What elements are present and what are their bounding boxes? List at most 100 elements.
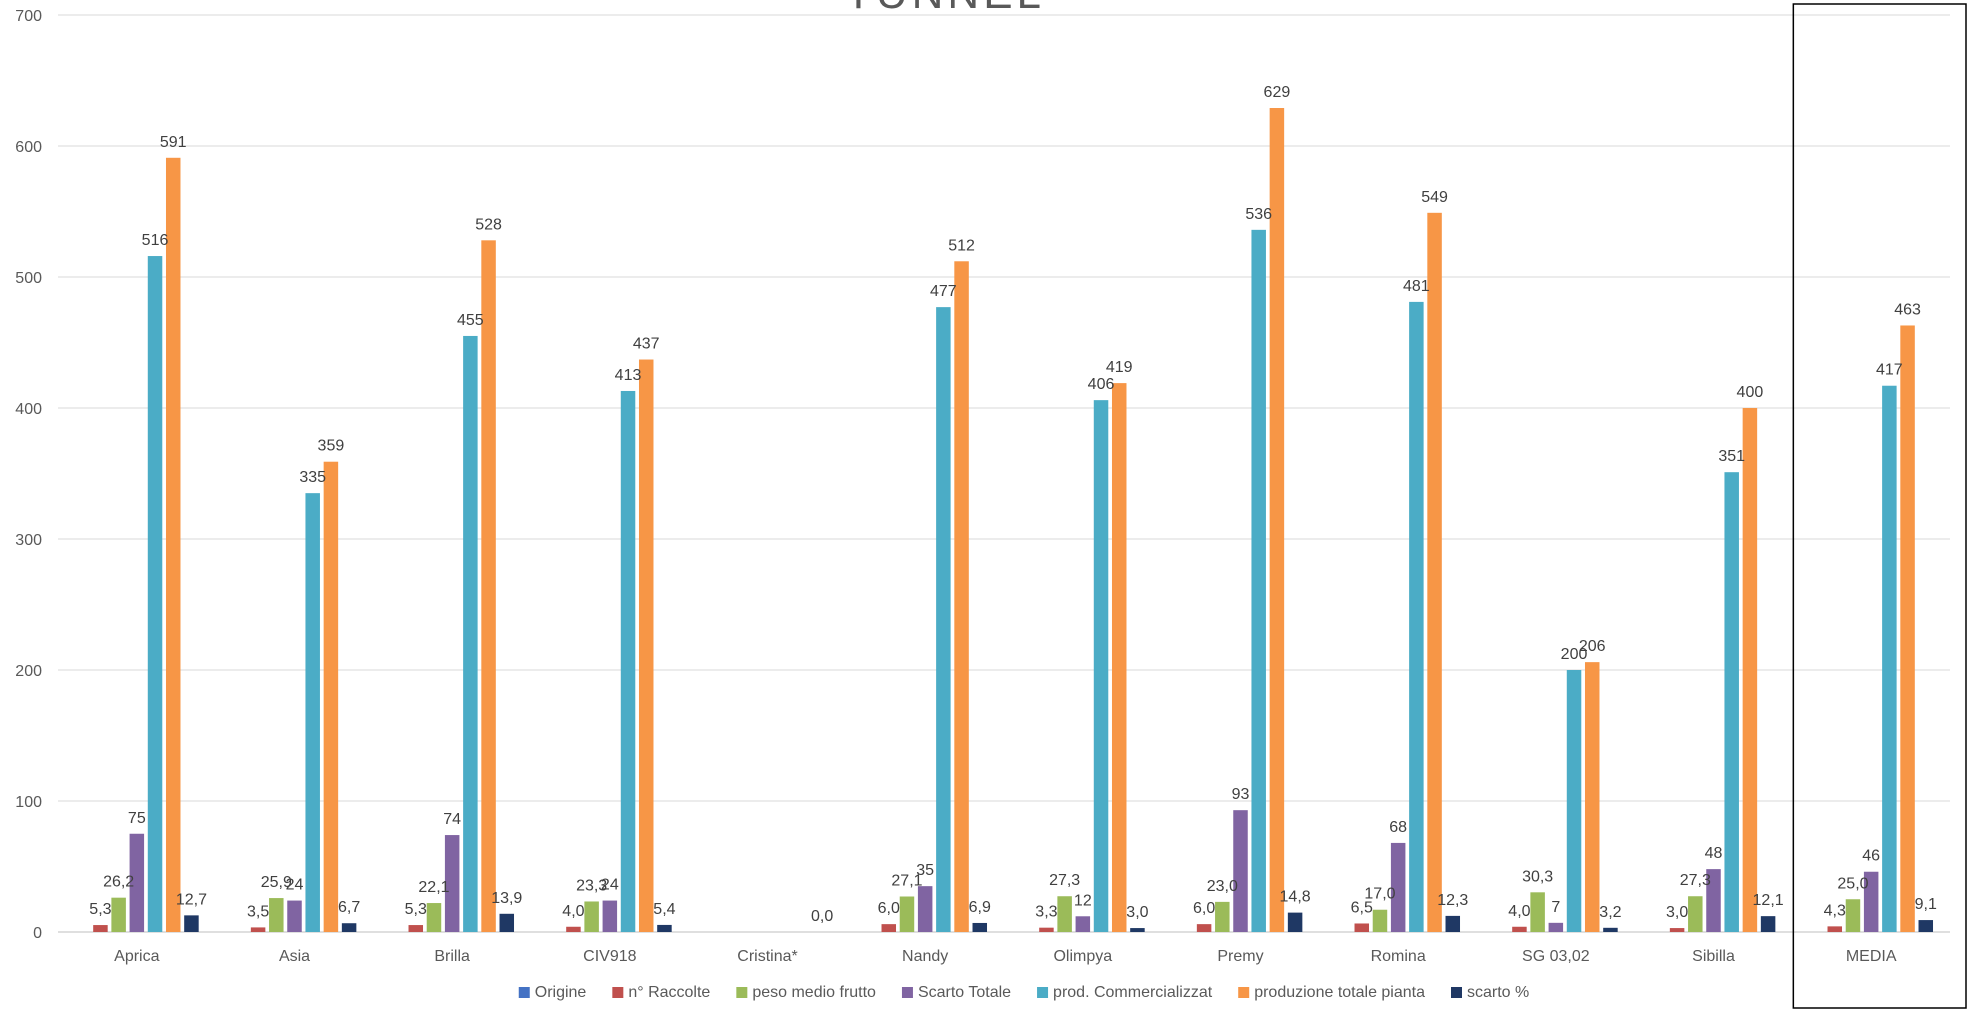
bar-2-2: [426, 903, 442, 932]
y-tick-label: 300: [15, 532, 42, 549]
bar-4-0: [147, 256, 163, 932]
highlight-box-media: [1792, 3, 1967, 1009]
data-label-5-9: 206: [1579, 638, 1606, 655]
legend-label-2: peso medio frutto: [752, 984, 876, 1001]
legend-label-3: Scarto Totale: [918, 984, 1011, 1001]
bar-5-0: [165, 157, 181, 933]
data-label-2-11: 25,0: [1837, 875, 1868, 892]
bar-4-11: [1882, 385, 1897, 933]
data-label-2-3: 23,3: [576, 877, 607, 894]
data-label-6-7: 14,8: [1280, 889, 1311, 906]
data-label-1-2: 5,3: [405, 901, 427, 918]
bar-3-3: [602, 900, 618, 932]
data-label-4-5: 477: [930, 283, 957, 300]
bar-6-7: [1287, 912, 1303, 932]
bar-6-10: [1760, 916, 1776, 932]
data-label-6-4: 0,0: [811, 908, 833, 925]
legend-label-6: scarto %: [1467, 984, 1529, 1001]
legend-label-1: n° Raccolte: [628, 984, 710, 1001]
bar-1-1: [250, 927, 266, 932]
bar-1-10: [1669, 928, 1685, 932]
data-label-6-0: 12,7: [176, 891, 207, 908]
data-label-6-1: 6,7: [338, 899, 360, 916]
bar-5-5: [954, 261, 969, 932]
data-label-5-0: 591: [160, 134, 187, 151]
legend: Origine n° Raccolte peso medio frutto Scart…: [518, 984, 1529, 1001]
bar-6-5: [972, 922, 988, 932]
y-tick-label: 200: [15, 663, 42, 680]
data-label-6-10: 12,1: [1753, 892, 1784, 909]
bar-1-3: [566, 926, 581, 932]
data-label-2-10: 27,3: [1680, 872, 1711, 889]
bar-4-6: [1093, 400, 1109, 932]
data-label-5-8: 549: [1421, 189, 1448, 206]
bar-5-6: [1111, 383, 1127, 932]
data-label-4-6: 406: [1088, 376, 1115, 393]
legend-label-4: prod. Commercializzat: [1053, 984, 1213, 1001]
legend-swatch-1: [612, 987, 624, 998]
data-label-4-8: 481: [1403, 278, 1430, 295]
data-label-1-1: 3,5: [247, 903, 269, 920]
x-tick-label: Sibilla: [1692, 948, 1735, 965]
bar-5-3: [638, 359, 654, 932]
bar-3-8: [1390, 842, 1406, 932]
bar-5-7: [1269, 108, 1285, 932]
bar-2-6: [1057, 896, 1072, 932]
x-tick-label: Brilla: [434, 948, 470, 965]
data-label-1-3: 4,0: [562, 903, 584, 920]
legend-swatch-5: [1238, 987, 1250, 998]
bar-5-1: [323, 461, 339, 932]
bar-3-10: [1706, 869, 1721, 932]
x-axis-ticks: Aprica Asia Brilla CIV918 Cristina* Nandy Olim…: [114, 948, 1897, 965]
data-label-2-5: 27,1: [891, 872, 922, 889]
legend-swatch-6: [1451, 987, 1462, 998]
data-label-1-0: 5,3: [89, 901, 111, 918]
bar-1-7: [1196, 924, 1212, 932]
bar-5-11: [1900, 325, 1915, 933]
bar-2-8: [1372, 909, 1388, 932]
data-label-5-1: 359: [318, 438, 345, 455]
bar-5-10: [1742, 408, 1758, 932]
data-label-4-10: 351: [1718, 448, 1745, 465]
legend-swatch-4: [1037, 987, 1049, 998]
bar-2-0: [111, 897, 126, 932]
bar-3-11: [1863, 871, 1879, 932]
bar-2-1: [269, 898, 284, 932]
data-label-2-2: 22,1: [418, 879, 449, 896]
data-label-3-11: 46: [1862, 848, 1880, 865]
data-label-3-3: 24: [601, 877, 619, 894]
x-tick-label: SG 03,02: [1522, 948, 1590, 965]
bar-2-9: [1530, 892, 1545, 932]
data-label-6-3: 5,4: [653, 901, 675, 918]
y-tick-label: 0: [33, 925, 42, 942]
bar-3-9: [1548, 922, 1564, 932]
y-tick-label: 100: [15, 794, 42, 811]
bar-4-8: [1409, 301, 1424, 932]
y-tick-label: 400: [15, 401, 42, 418]
bar-5-8: [1427, 212, 1442, 932]
data-label-5-6: 419: [1106, 359, 1133, 376]
data-label-1-6: 3,3: [1035, 904, 1057, 921]
x-tick-label: Cristina*: [737, 948, 797, 965]
bar-4-2: [463, 335, 478, 932]
data-label-3-1: 24: [286, 877, 304, 894]
bar-6-8: [1445, 915, 1461, 932]
bar-3-5: [917, 886, 933, 932]
data-label-2-6: 27,3: [1049, 872, 1080, 889]
x-tick-label: Asia: [279, 948, 310, 965]
bar-6-9: [1603, 927, 1618, 932]
x-tick-label: Aprica: [114, 948, 159, 965]
bar-6-2: [499, 913, 515, 932]
data-label-2-9: 30,3: [1522, 868, 1553, 885]
data-label-2-0: 26,2: [103, 874, 134, 891]
data-label-4-3: 413: [615, 367, 642, 384]
data-label-1-5: 6,0: [878, 900, 900, 917]
data-label-3-7: 93: [1232, 786, 1250, 803]
data-label-1-10: 3,0: [1666, 904, 1688, 921]
bar-3-6: [1075, 916, 1091, 932]
data-label-1-11: 4,3: [1824, 902, 1846, 919]
legend-label-0: Origine: [535, 984, 587, 1001]
legend-swatch-2: [736, 987, 748, 998]
data-label-5-2: 528: [475, 216, 502, 233]
